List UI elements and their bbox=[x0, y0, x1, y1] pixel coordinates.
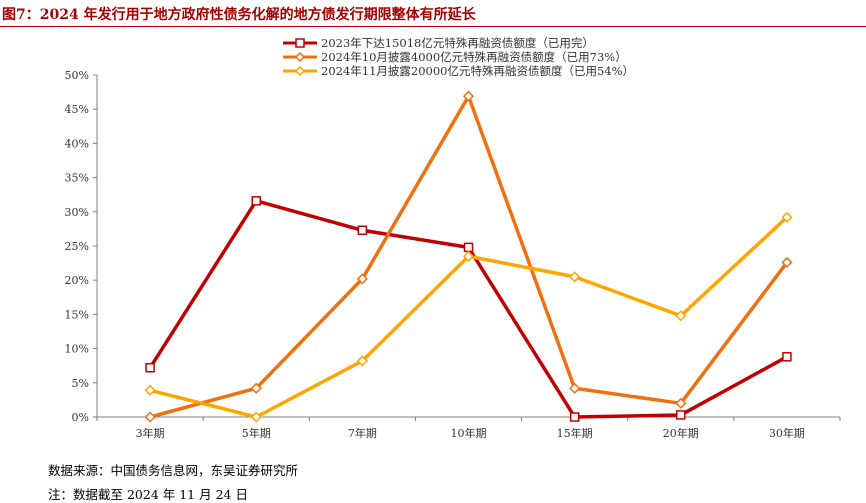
y-tick-label: 50% bbox=[65, 69, 89, 82]
legend-marker bbox=[295, 38, 305, 48]
chart-series bbox=[144, 90, 793, 423]
data-point bbox=[675, 397, 687, 409]
source-note: 数据来源：中国债务信息网，东吴证券研究所 bbox=[48, 463, 299, 478]
y-tick-label: 5% bbox=[72, 377, 89, 390]
x-tick-label: 7年期 bbox=[348, 426, 377, 440]
data-point bbox=[781, 256, 793, 268]
figure-title-bar: 图7：2024 年发行用于地方政府性债务化解的地方债发行期限整体有所延长 bbox=[0, 0, 866, 27]
data-point bbox=[251, 196, 261, 206]
data-point bbox=[781, 211, 793, 223]
x-tick-label: 3年期 bbox=[136, 426, 165, 440]
data-point bbox=[356, 355, 368, 367]
data-point bbox=[569, 412, 580, 422]
y-tick-label: 0% bbox=[72, 411, 89, 424]
data-point bbox=[463, 242, 474, 253]
x-axis-ticks: 3年期 5年期 7年期 10年期 15年期 20年期 30年期 bbox=[96, 417, 841, 440]
date-note: 注：数据截至 2024 年 11 月 24 日 bbox=[48, 487, 248, 502]
x-tick-label: 20年期 bbox=[663, 426, 699, 440]
series-2 bbox=[144, 90, 793, 423]
chart-legend: 2023年下达15018亿元特殊再融资债额度（已用完）2024年10月披露400… bbox=[283, 36, 634, 78]
figure-title: 图7：2024 年发行用于地方政府性债务化解的地方债发行期限整体有所延长 bbox=[2, 7, 476, 23]
y-tick-label: 15% bbox=[65, 308, 89, 321]
legend-marker bbox=[294, 51, 306, 63]
series-3 bbox=[144, 211, 793, 423]
legend-label: 2024年10月披露4000亿元特殊再融资债额度（已用73%） bbox=[321, 50, 627, 64]
y-tick-label: 10% bbox=[65, 343, 89, 356]
legend-item: 2023年下达15018亿元特殊再融资债额度（已用完） bbox=[283, 36, 594, 50]
series-1 bbox=[145, 196, 792, 422]
data-point bbox=[250, 382, 262, 394]
x-tick-label: 10年期 bbox=[451, 426, 487, 440]
data-point bbox=[782, 352, 792, 362]
legend-marker bbox=[294, 65, 306, 77]
x-tick-label: 5年期 bbox=[242, 426, 271, 440]
legend-item: 2024年11月披露20000亿元特殊再融资债额度（已用54%） bbox=[283, 64, 634, 78]
line-chart: 2023年下达15018亿元特殊再融资债额度（已用完）2024年10月披露400… bbox=[65, 36, 841, 440]
data-point bbox=[675, 310, 687, 322]
y-tick-label: 30% bbox=[65, 206, 89, 219]
data-point bbox=[250, 411, 262, 423]
data-point bbox=[569, 382, 581, 394]
legend-label: 2024年11月披露20000亿元特殊再融资债额度（已用54%） bbox=[321, 64, 634, 78]
y-tick-label: 40% bbox=[65, 137, 89, 150]
y-tick-label: 35% bbox=[65, 172, 89, 185]
data-point bbox=[676, 410, 686, 420]
y-axis-ticks: 0% 5% 10% 15% 20% 25% 30% 35% 40% 45% 50% bbox=[65, 69, 97, 424]
data-point bbox=[462, 90, 475, 102]
x-tick-label: 15年期 bbox=[557, 426, 593, 440]
data-point bbox=[356, 273, 368, 285]
y-tick-label: 20% bbox=[65, 274, 89, 287]
x-tick-label: 30年期 bbox=[769, 426, 805, 440]
data-point bbox=[144, 384, 156, 396]
y-tick-label: 45% bbox=[65, 103, 89, 116]
y-tick-label: 25% bbox=[65, 240, 89, 253]
data-point bbox=[145, 363, 155, 373]
data-point bbox=[357, 225, 368, 236]
legend-label: 2023年下达15018亿元特殊再融资债额度（已用完） bbox=[321, 36, 594, 50]
data-point bbox=[462, 250, 475, 262]
series-line bbox=[148, 199, 788, 419]
legend-item: 2024年10月披露4000亿元特殊再融资债额度（已用73%） bbox=[283, 50, 627, 64]
data-point bbox=[144, 411, 156, 423]
data-point bbox=[569, 271, 581, 283]
